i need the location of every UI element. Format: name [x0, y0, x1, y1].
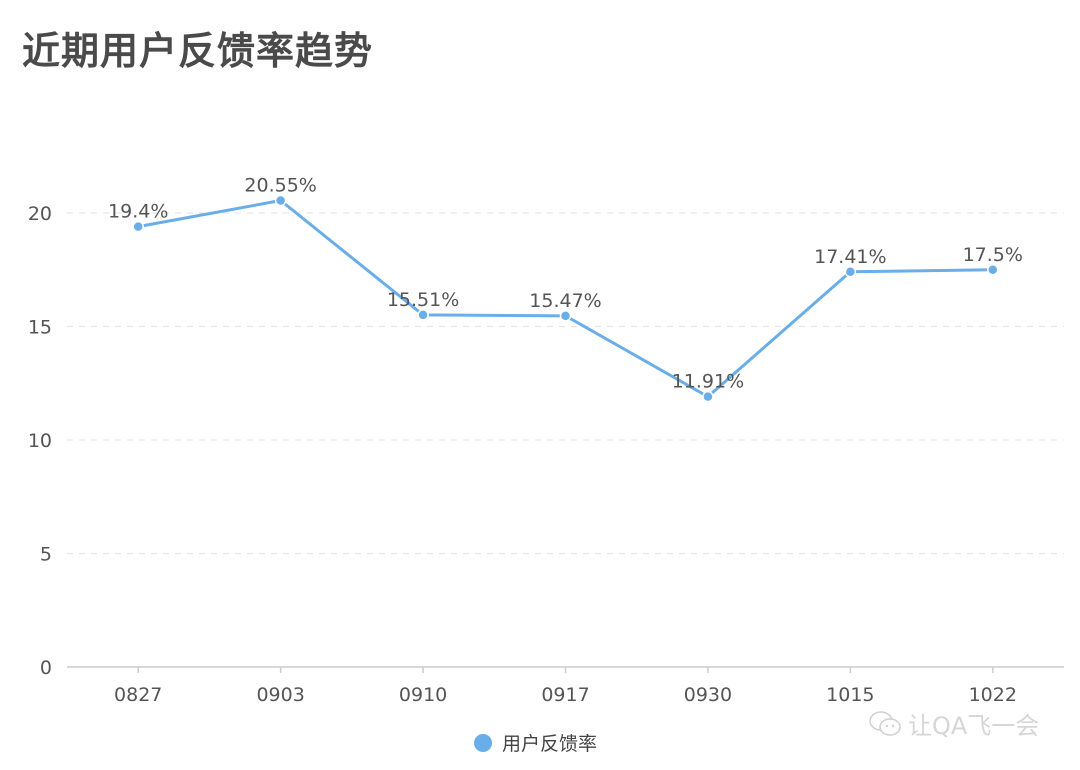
data-labels: 19.4% 20.55% 15.51% 15.47% 11.91% 17.41% 17.5%: [108, 175, 1023, 393]
watermark-text: 让QA飞一会: [908, 712, 1040, 740]
data-point: [132, 220, 144, 233]
data-point: [702, 390, 714, 403]
x-tick-label: 1022: [969, 684, 1017, 706]
legend-marker-icon: [474, 733, 492, 752]
y-tick-label: 5: [40, 544, 52, 566]
legend-label: 用户反馈率: [502, 733, 598, 755]
data-label: 15.47%: [529, 290, 601, 312]
y-tick-label: 15: [28, 317, 52, 339]
data-label: 20.55%: [244, 175, 316, 197]
data-point: [844, 266, 857, 278]
data-label: 17.5%: [963, 244, 1023, 266]
data-point: [987, 264, 999, 276]
chart-title: 近期用户反馈率趋势: [22, 29, 374, 73]
data-label: 15.51%: [387, 289, 459, 311]
x-tick-label: 0827: [114, 684, 162, 706]
wechat-icon: [869, 710, 901, 736]
data-label: 19.4%: [108, 201, 168, 223]
y-tick-label: 20: [28, 203, 52, 225]
data-label: 17.41%: [814, 246, 886, 268]
data-point: [417, 309, 429, 321]
data-label: 11.91%: [672, 371, 744, 393]
data-point: [274, 194, 287, 207]
x-tick-label: 0910: [399, 684, 447, 706]
y-tick-label: 10: [28, 430, 52, 452]
x-tick-label: 0917: [541, 684, 589, 706]
x-tick-label: 1015: [826, 684, 874, 706]
x-axis: 0827 0903 0910 0917 0930 1015 1022: [67, 666, 1064, 706]
y-axis: 0 5 10 15 20: [28, 203, 52, 679]
x-tick-label: 0930: [684, 684, 732, 706]
series-feedback-rate: [132, 194, 999, 403]
x-tick-label: 0903: [256, 684, 304, 706]
y-tick-label: 0: [40, 657, 52, 679]
watermark: 让QA飞一会: [868, 706, 1039, 741]
data-point: [559, 310, 572, 322]
legend[interactable]: 用户反馈率: [474, 729, 597, 756]
gridlines: [67, 212, 1064, 555]
